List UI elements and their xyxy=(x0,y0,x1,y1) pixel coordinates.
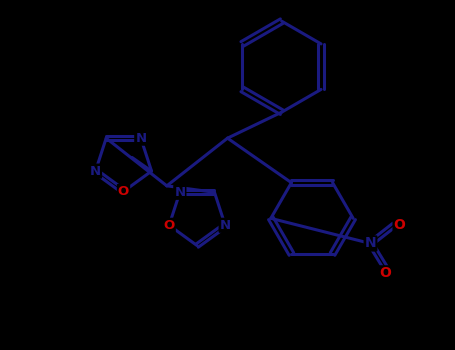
Text: N: N xyxy=(220,219,231,232)
Text: O: O xyxy=(163,219,175,232)
Text: N: N xyxy=(135,132,147,145)
Text: N: N xyxy=(365,237,376,251)
Text: O: O xyxy=(380,266,392,280)
Text: N: N xyxy=(174,186,185,199)
Text: O: O xyxy=(118,185,129,198)
Text: N: N xyxy=(90,164,101,177)
Text: O: O xyxy=(394,218,405,232)
